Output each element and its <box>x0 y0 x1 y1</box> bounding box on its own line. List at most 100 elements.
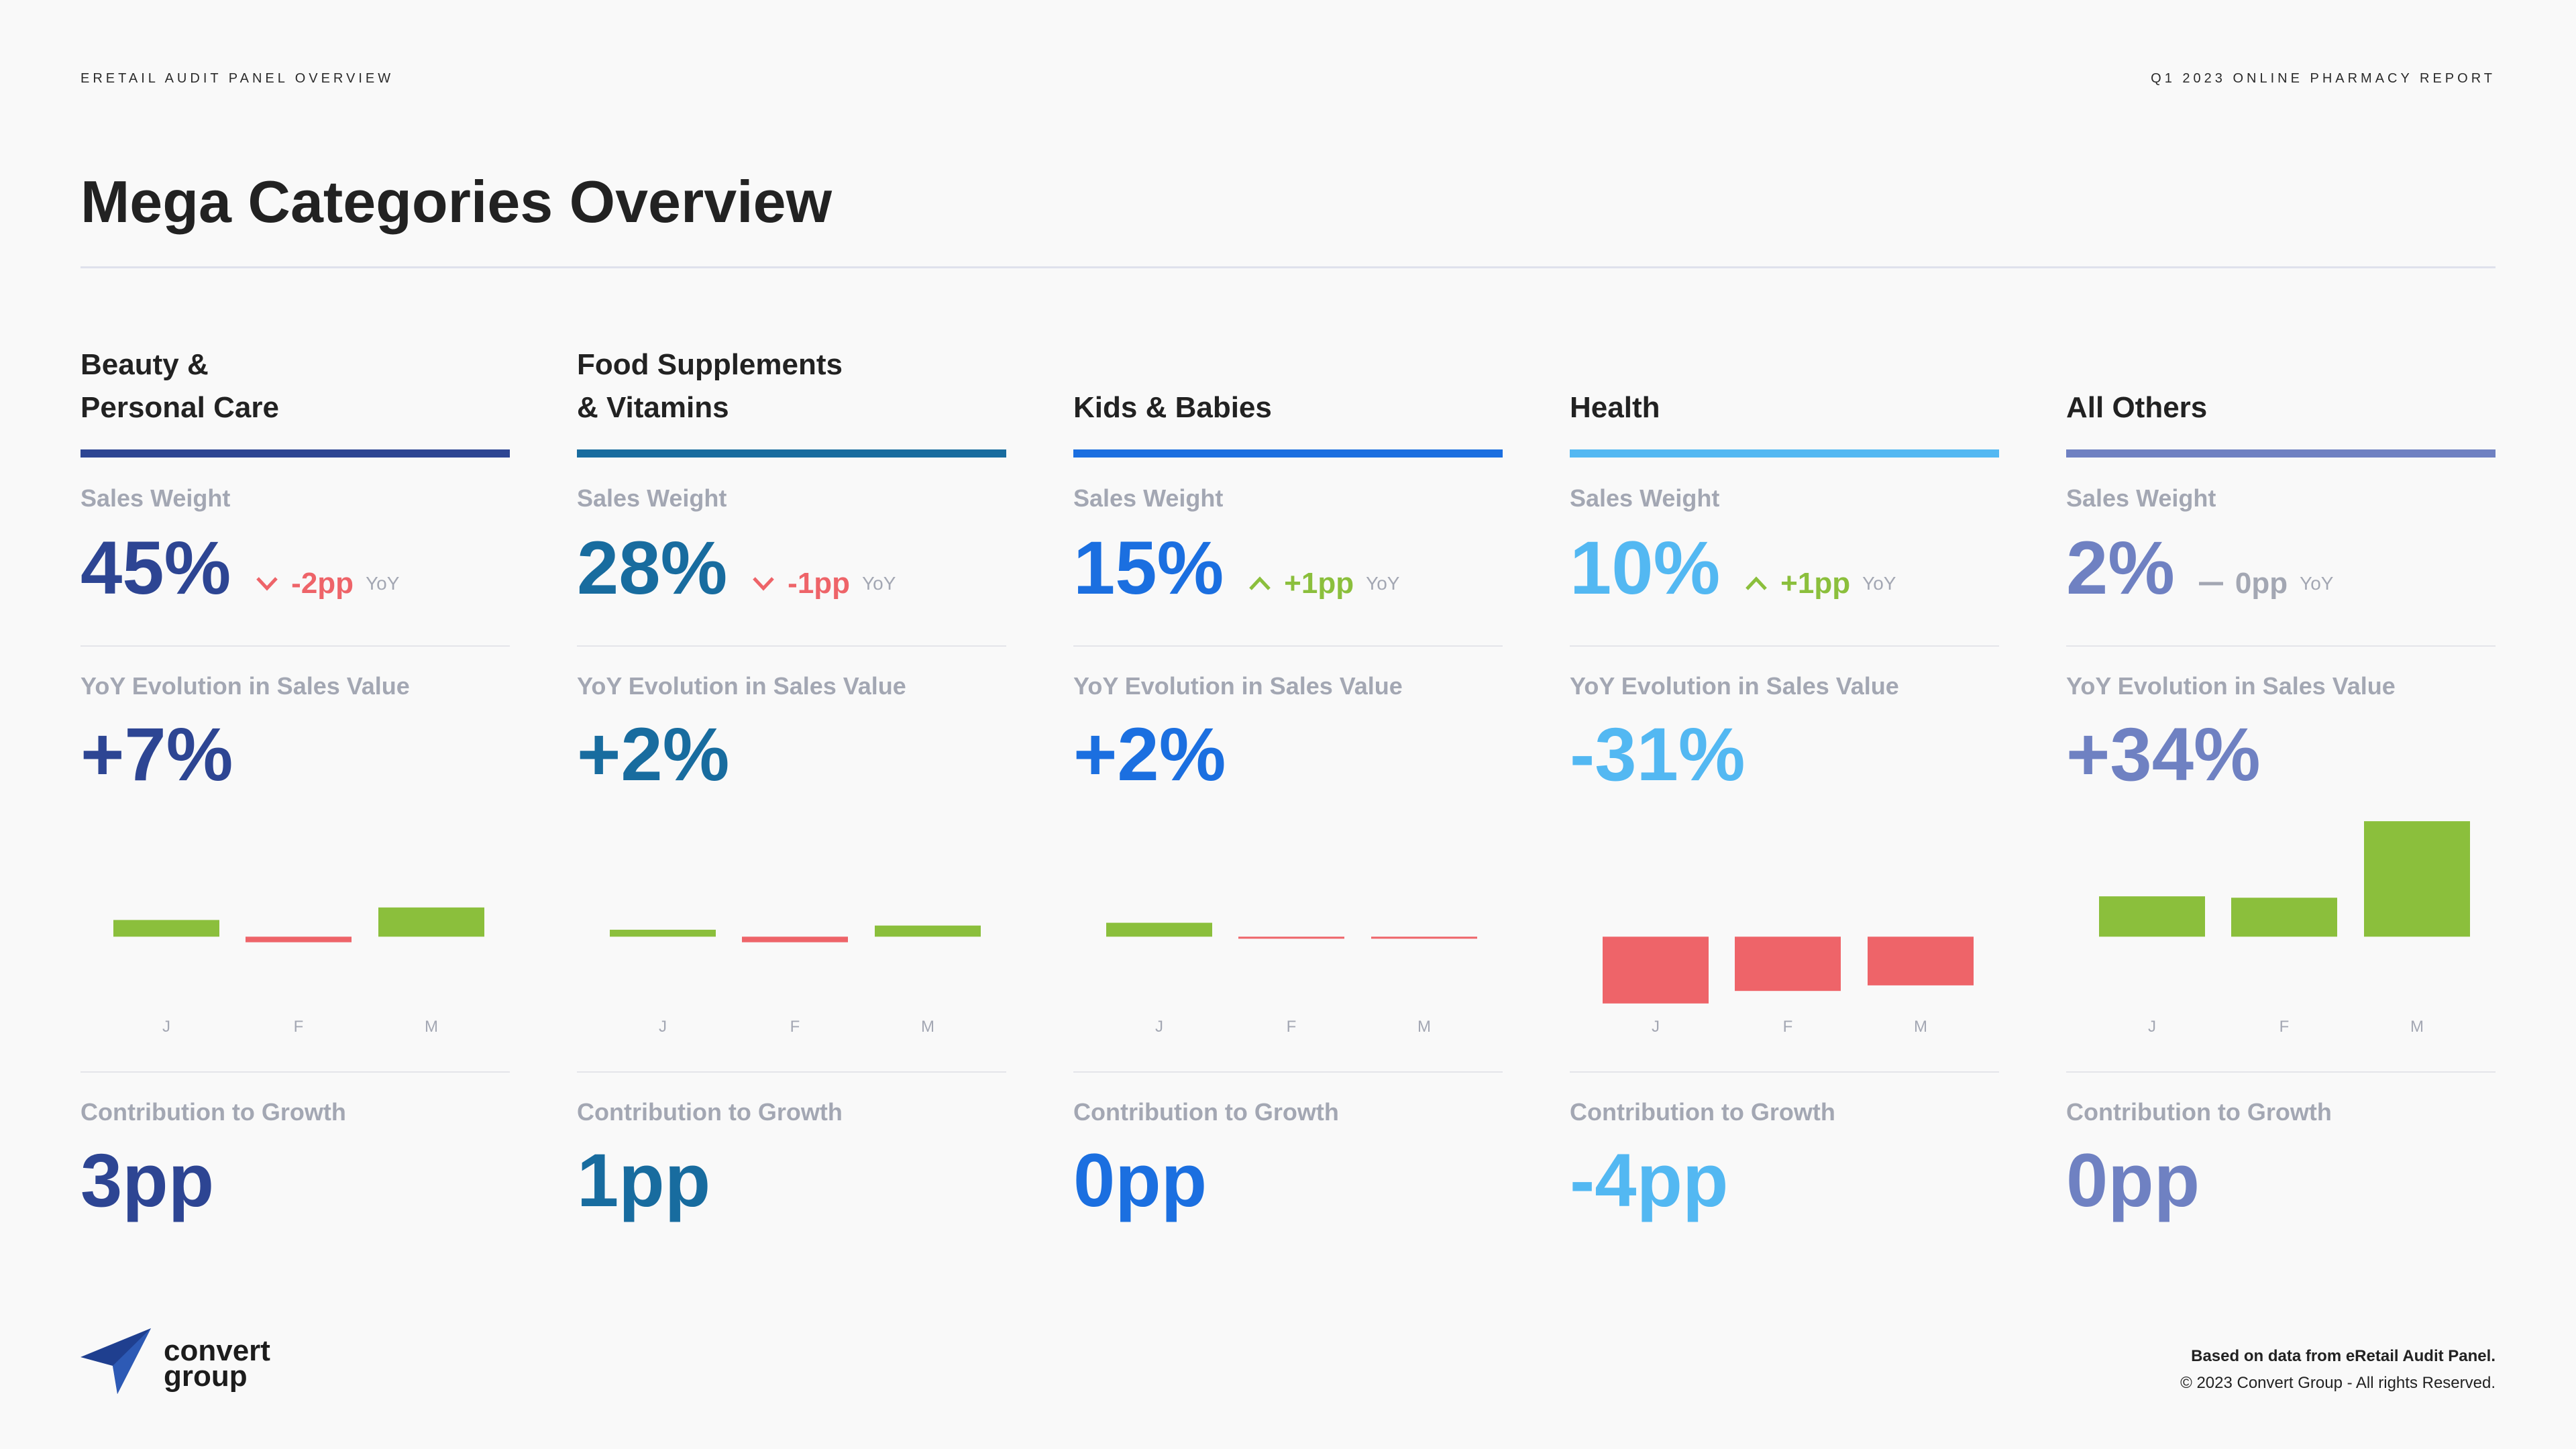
category-column: Health Sales Weight 10% +1pp YoY YoY Evolutio… <box>1570 335 1999 1248</box>
category-name: Health <box>1570 391 1660 424</box>
chevron-down-icon <box>753 577 774 591</box>
category-name: All Others <box>2066 391 2208 424</box>
month-bar <box>1603 936 1709 1004</box>
category-color-bar <box>1570 449 1999 458</box>
month-tick-label: J <box>1155 1018 1163 1036</box>
chevron-down-icon <box>256 577 278 591</box>
month-bar <box>875 925 981 937</box>
sales-weight-value: 15% <box>1073 526 1224 610</box>
contribution-value: -4pp <box>1570 1138 1729 1222</box>
contribution-value: 3pp <box>80 1138 215 1222</box>
section-divider <box>2066 645 2496 647</box>
sales-weight-row: 28% -1pp YoY <box>577 525 896 612</box>
sales-weight-row: 10% +1pp YoY <box>1570 525 1896 612</box>
month-tick-label: J <box>2148 1018 2156 1036</box>
yoy-evolution-value: +7% <box>80 712 233 796</box>
data-source-note: Based on data from eRetail Audit Panel. <box>2191 1347 2496 1365</box>
month-bar <box>610 929 716 937</box>
yoy-evolution-value: -31% <box>1570 712 1746 796</box>
month-tick-label: F <box>294 1018 304 1036</box>
month-tick-label: J <box>1652 1018 1660 1036</box>
contribution-label: Contribution to Growth <box>80 1098 346 1126</box>
logo-text: convert group <box>164 1334 270 1393</box>
category-name: Beauty & Personal Care <box>80 348 279 424</box>
sales-weight-row: 45% -2pp YoY <box>80 525 399 612</box>
weight-change-value: -2pp <box>291 567 354 600</box>
report-period-label: Q1 2023 ONLINE PHARMACY REPORT <box>2151 71 2496 86</box>
chevron-up-icon <box>1249 576 1271 590</box>
yoy-evolution-label: YoY Evolution in Sales Value <box>1570 672 1899 700</box>
contribution-value: 0pp <box>1073 1138 1208 1222</box>
month-bar <box>2364 821 2470 937</box>
contribution-label: Contribution to Growth <box>1570 1098 1835 1126</box>
sales-weight-value: 2% <box>2066 526 2175 610</box>
yoy-evolution-label: YoY Evolution in Sales Value <box>80 672 410 700</box>
category-column: Beauty & Personal Care Sales Weight 45% -2p… <box>80 335 510 1248</box>
sales-weight-value: 10% <box>1570 526 1721 610</box>
report-section-label: ERETAIL AUDIT PANEL OVERVIEW <box>80 71 394 86</box>
sales-weight-label: Sales Weight <box>80 484 231 512</box>
weight-change-value: +1pp <box>1284 567 1354 600</box>
month-bar <box>1106 922 1212 937</box>
company-logo: convert group <box>80 1327 270 1401</box>
section-divider <box>1073 1071 1503 1073</box>
weight-change-value: 0pp <box>2235 567 2288 600</box>
month-bar <box>1371 936 1477 939</box>
category-column: Kids & Babies Sales Weight 15% +1pp YoY YoY E… <box>1073 335 1503 1248</box>
category-name: Food Supplements & Vitamins <box>577 348 843 424</box>
month-bar <box>1735 936 1841 991</box>
section-divider <box>577 1071 1006 1073</box>
sales-weight-value: 28% <box>577 526 728 610</box>
yoy-evolution-label: YoY Evolution in Sales Value <box>577 672 906 700</box>
weight-change-value: -1pp <box>788 567 851 600</box>
dash-icon <box>2198 582 2223 586</box>
contribution-value: 0pp <box>2066 1138 2200 1222</box>
category-color-bar <box>80 449 510 458</box>
page-title: Mega Categories Overview <box>80 168 833 235</box>
paper-plane-logo-icon <box>80 1328 151 1394</box>
yoy-evolution-value: +34% <box>2066 712 2261 796</box>
category-color-bar <box>1073 449 1503 458</box>
yoy-label: YoY <box>862 573 896 594</box>
contribution-label: Contribution to Growth <box>577 1098 843 1126</box>
category-color-bar <box>577 449 1006 458</box>
month-tick-label: F <box>790 1018 800 1036</box>
contribution-label: Contribution to Growth <box>2066 1098 2332 1126</box>
weight-change: +1pp YoY <box>1246 567 1399 600</box>
month-bar <box>1868 936 1974 985</box>
copyright-note: © 2023 Convert Group - All rights Reserv… <box>2180 1374 2496 1392</box>
contribution-value: 1pp <box>577 1138 711 1222</box>
month-tick-label: J <box>162 1018 170 1036</box>
sales-weight-label: Sales Weight <box>1073 484 1224 512</box>
month-bar <box>742 936 848 943</box>
category-column: Food Supplements & Vitamins Sales Weight 2… <box>577 335 1006 1248</box>
month-tick-label: F <box>2279 1018 2290 1036</box>
section-divider <box>80 1071 510 1073</box>
yoy-label: YoY <box>366 573 400 594</box>
yoy-label: YoY <box>1862 573 1896 594</box>
title-divider <box>80 266 2496 268</box>
section-divider <box>577 645 1006 647</box>
sales-weight-label: Sales Weight <box>577 484 727 512</box>
month-tick-label: M <box>921 1018 934 1036</box>
weight-change-value: +1pp <box>1780 567 1851 600</box>
sales-weight-label: Sales Weight <box>2066 484 2216 512</box>
section-divider <box>1570 1071 1999 1073</box>
weight-change: -2pp YoY <box>254 567 399 600</box>
yoy-evolution-label: YoY Evolution in Sales Value <box>1073 672 1403 700</box>
section-divider <box>1073 645 1503 647</box>
month-bar <box>2099 896 2205 937</box>
section-divider <box>80 645 510 647</box>
contribution-label: Contribution to Growth <box>1073 1098 1339 1126</box>
weight-change: -1pp YoY <box>750 567 896 600</box>
